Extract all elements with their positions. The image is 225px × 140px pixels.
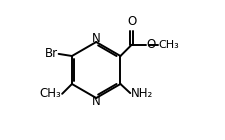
Text: CH₃: CH₃ xyxy=(158,40,179,50)
Text: O: O xyxy=(126,15,136,28)
Text: Br: Br xyxy=(44,47,57,60)
Text: O: O xyxy=(146,38,155,51)
Text: N: N xyxy=(91,95,100,108)
Text: CH₃: CH₃ xyxy=(40,87,61,100)
Text: NH₂: NH₂ xyxy=(130,87,153,100)
Text: N: N xyxy=(91,32,100,45)
